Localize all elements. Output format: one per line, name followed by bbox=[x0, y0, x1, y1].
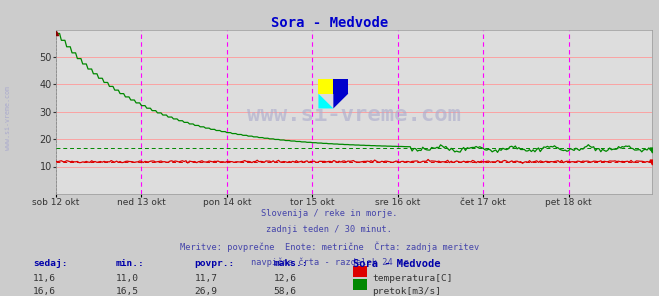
Bar bbox=[333, 79, 348, 94]
Text: povpr.:: povpr.: bbox=[194, 259, 235, 268]
Text: www.si-vreme.com: www.si-vreme.com bbox=[5, 86, 11, 150]
Text: 16,6: 16,6 bbox=[33, 287, 56, 296]
Text: 11,0: 11,0 bbox=[115, 274, 138, 283]
Text: Sora - Medvode: Sora - Medvode bbox=[353, 259, 440, 269]
Text: maks.:: maks.: bbox=[273, 259, 308, 268]
Text: sedaj:: sedaj: bbox=[33, 259, 67, 268]
Text: www.si-vreme.com: www.si-vreme.com bbox=[247, 105, 461, 125]
Text: navpična črta - razdelek 24 ur: navpična črta - razdelek 24 ur bbox=[251, 258, 408, 267]
Text: zadnji teden / 30 minut.: zadnji teden / 30 minut. bbox=[266, 225, 393, 234]
Text: 12,6: 12,6 bbox=[273, 274, 297, 283]
Text: 16,5: 16,5 bbox=[115, 287, 138, 296]
Text: 11,6: 11,6 bbox=[33, 274, 56, 283]
Text: 26,9: 26,9 bbox=[194, 287, 217, 296]
Text: temperatura[C]: temperatura[C] bbox=[372, 274, 453, 283]
Text: 11,7: 11,7 bbox=[194, 274, 217, 283]
Text: 58,6: 58,6 bbox=[273, 287, 297, 296]
Text: Slovenija / reke in morje.: Slovenija / reke in morje. bbox=[261, 209, 398, 218]
Text: min.:: min.: bbox=[115, 259, 144, 268]
Text: Sora - Medvode: Sora - Medvode bbox=[271, 16, 388, 30]
Polygon shape bbox=[318, 94, 333, 108]
Text: pretok[m3/s]: pretok[m3/s] bbox=[372, 287, 442, 296]
Polygon shape bbox=[333, 79, 348, 108]
Text: Meritve: povprečne  Enote: metrične  Črta: zadnja meritev: Meritve: povprečne Enote: metrične Črta:… bbox=[180, 241, 479, 252]
Bar bbox=[318, 79, 333, 94]
